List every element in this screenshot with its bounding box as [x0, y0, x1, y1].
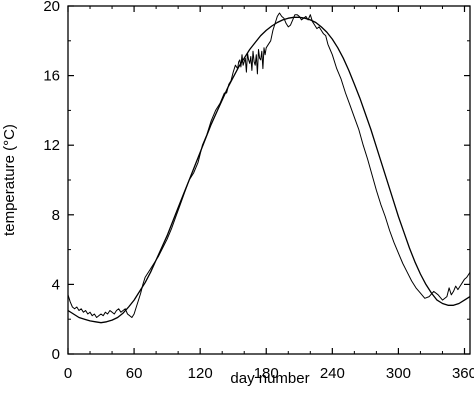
- y-tick-label: 0: [52, 346, 60, 363]
- plot-frame: [67, 5, 471, 355]
- x-tick-label: 300: [386, 365, 411, 382]
- observed-temperature-line: [67, 12, 471, 318]
- series-group: [67, 12, 471, 324]
- y-axis-label: temperature (°C): [1, 124, 18, 236]
- y-tick-label: 16: [43, 68, 60, 85]
- x-axis-label: day number: [230, 370, 309, 387]
- labels: day number temperature (°C): [1, 124, 310, 387]
- x-tick-label: 0: [64, 365, 72, 382]
- y-tick-label: 20: [43, 0, 60, 15]
- y-tick-label: 8: [52, 207, 60, 224]
- x-tick-label: 360: [452, 365, 474, 382]
- axes: 0 60 120 180 240 300 360 0 4 8 12 16 20: [43, 0, 474, 382]
- x-tick-label: 180: [254, 365, 279, 382]
- y-tick-label: 12: [43, 137, 60, 154]
- x-tick-label: 60: [126, 365, 143, 382]
- fitted-curve-line: [67, 16, 471, 324]
- x-tick-label: 240: [320, 365, 345, 382]
- x-tick-label: 120: [188, 365, 213, 382]
- y-tick-label: 4: [52, 276, 60, 293]
